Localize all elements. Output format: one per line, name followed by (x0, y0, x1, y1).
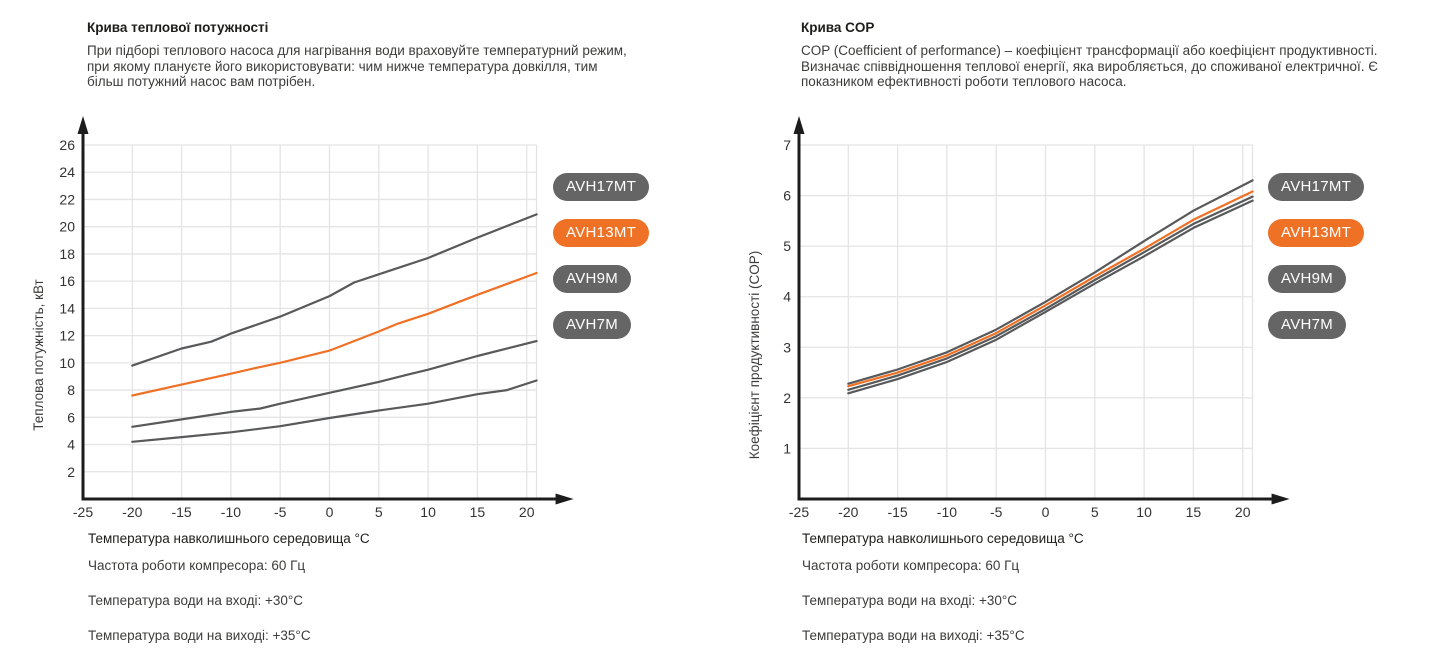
svg-text:6: 6 (67, 409, 75, 425)
svg-text:15: 15 (470, 504, 486, 520)
footnote-compressor-frequency: Частота роботи компресора: 60 Гц (88, 558, 306, 573)
svg-text:24: 24 (59, 164, 75, 180)
footnote-water-outlet-temp: Температура води на виході: +35°C (88, 628, 311, 643)
series-avh9m (131, 340, 538, 428)
svg-text:3: 3 (783, 339, 791, 355)
cop-panel: Крива COP COP (Coefficient of performanc… (747, 20, 1440, 643)
svg-text:-20: -20 (122, 504, 142, 520)
cop-description: COP (Coefficient of performance) – коефі… (801, 43, 1378, 89)
footnote-water-inlet-temp: Температура води на вході: +30°C (88, 593, 304, 608)
svg-text:18: 18 (59, 246, 75, 262)
svg-text:-5: -5 (274, 504, 287, 520)
heat-power-panel: Крива теплової потужності При підборі те… (31, 20, 747, 643)
svg-text:10: 10 (1136, 504, 1152, 520)
svg-text:12: 12 (59, 328, 75, 344)
svg-text:5: 5 (783, 238, 791, 254)
footnote-water-inlet-temp: Температура води на вході: +30°C (802, 593, 1018, 608)
footnote-water-outlet-temp: Температура води на виході: +35°C (802, 628, 1025, 643)
svg-text:1: 1 (783, 440, 791, 456)
svg-text:0: 0 (1042, 504, 1050, 520)
series-avh13mt (131, 271, 538, 397)
svg-text:-15: -15 (887, 504, 907, 520)
heat-power-description: При підборі теплового насоса для нагріва… (87, 43, 627, 89)
svg-text:2: 2 (67, 464, 75, 480)
series-avh13mt (847, 190, 1254, 388)
heat-power-title: Крива теплової потужності (87, 20, 269, 35)
model-legend: AVH17MT AVH13MT AVH9M AVH7M (1268, 173, 1365, 339)
svg-text:-20: -20 (838, 504, 858, 520)
series-avh7m (131, 379, 538, 443)
model-legend: AVH17MT AVH13MT AVH9M AVH7M (553, 173, 650, 339)
svg-text:26: 26 (59, 137, 75, 153)
legend-item-avh17mt[interactable]: AVH17MT (553, 173, 650, 201)
svg-text:2: 2 (783, 390, 791, 406)
heat-power-chart: -25 -20 -15 -10 -5 0 5 10 15 20246810121416182022… (31, 116, 574, 520)
y-axis-label: Коефіцієнт продуктивності (COP) (747, 251, 762, 460)
legend-item-avh13mt[interactable]: AVH13MT (1268, 219, 1365, 247)
svg-text:4: 4 (783, 289, 791, 305)
svg-text:15: 15 (1186, 504, 1202, 520)
svg-text:14: 14 (59, 300, 75, 316)
series-avh9m (847, 195, 1254, 391)
svg-text:-15: -15 (171, 504, 191, 520)
svg-text:6: 6 (783, 188, 791, 204)
svg-text:-10: -10 (221, 504, 241, 520)
svg-text:20: 20 (519, 504, 535, 520)
svg-text:4: 4 (67, 437, 75, 453)
legend-item-avh7m[interactable]: AVH7M (1268, 311, 1347, 339)
svg-text:10: 10 (59, 355, 75, 371)
cop-chart: -25 -20 -15 -10 -5 0 5 10 15 20 1 2 3 4 5 6 7 Коефіцієнт … (747, 116, 1290, 520)
svg-text:0: 0 (326, 504, 334, 520)
svg-text:-25: -25 (73, 504, 93, 520)
svg-text:20: 20 (1235, 504, 1251, 520)
svg-text:-10: -10 (937, 504, 957, 520)
legend-item-avh7m[interactable]: AVH7M (553, 311, 632, 339)
x-axis-label: Температура навколишнього середовища °C (802, 531, 1084, 546)
svg-text:8: 8 (67, 382, 75, 398)
series-avh17mt (847, 179, 1254, 385)
y-axis-label: Теплова потужність, кВт (31, 279, 46, 430)
x-axis-label: Температура навколишнього середовища °C (88, 531, 370, 546)
svg-text:5: 5 (375, 504, 383, 520)
legend-item-avh13mt[interactable]: AVH13MT (553, 219, 650, 247)
svg-text:7: 7 (783, 137, 791, 153)
series-avh17mt (131, 213, 538, 367)
svg-text:10: 10 (420, 504, 436, 520)
svg-text:-25: -25 (789, 504, 809, 520)
svg-text:22: 22 (59, 191, 75, 207)
svg-text:20: 20 (59, 219, 75, 235)
svg-text:5: 5 (1091, 504, 1099, 520)
legend-item-avh9m[interactable]: AVH9M (553, 265, 632, 293)
legend-item-avh17mt[interactable]: AVH17MT (1268, 173, 1365, 201)
cop-title: Крива COP (801, 20, 875, 35)
footnote-compressor-frequency: Частота роботи компресора: 60 Гц (802, 558, 1020, 573)
svg-text:16: 16 (59, 273, 75, 289)
legend-item-avh9m[interactable]: AVH9M (1268, 265, 1347, 293)
series-avh7m (847, 199, 1254, 395)
svg-text:-5: -5 (990, 504, 1003, 520)
